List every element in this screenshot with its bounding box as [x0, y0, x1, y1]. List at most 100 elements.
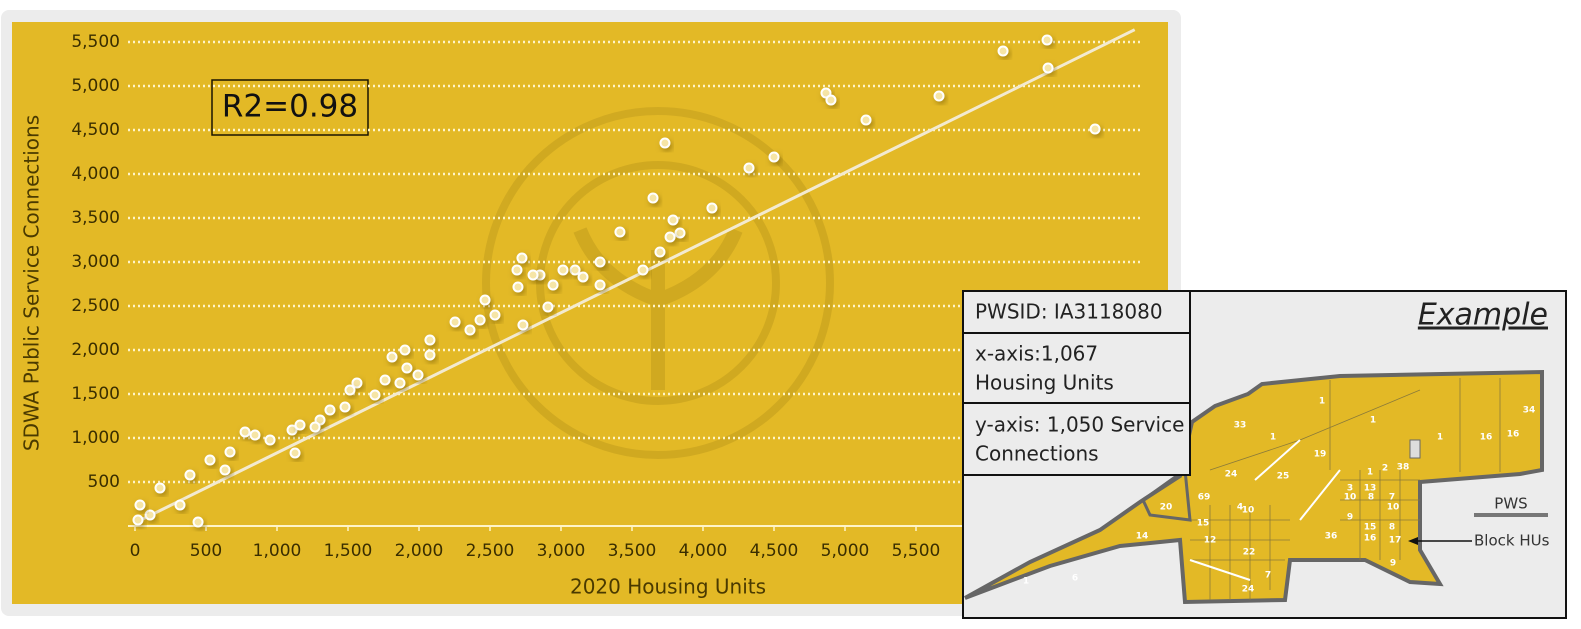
scatter-point: [464, 324, 476, 336]
arrow-head: [1408, 537, 1418, 545]
x-tick-label: 5,500: [892, 541, 941, 561]
x-note: Housing Units: [975, 371, 1114, 395]
map-label: 19: [1314, 450, 1327, 460]
scatter-point: [516, 252, 528, 264]
map-label: 16: [1364, 534, 1377, 544]
map-label: 7: [1389, 493, 1395, 503]
parcel-outline: [1141, 467, 1192, 522]
scatter-point: [249, 429, 261, 441]
map-label: 14: [1136, 532, 1149, 542]
map-label: 69: [1198, 493, 1211, 503]
scatter-point: [219, 464, 231, 476]
scatter-point: [379, 374, 391, 386]
x-tick-label: 1,500: [324, 541, 373, 561]
map-label: 6: [1072, 574, 1078, 584]
pwsid: PWSID: IA3118080: [975, 300, 1163, 324]
x-tick-label: 0: [130, 541, 141, 561]
scatter-point: [144, 509, 156, 521]
scatter-point: [825, 94, 837, 106]
scatter-point: [474, 314, 486, 326]
x-note-box: [962, 332, 1191, 404]
map-label: 10: [1242, 506, 1255, 516]
scatter-point: [401, 362, 413, 374]
scatter-point: [674, 227, 686, 239]
scatter-point: [594, 256, 606, 268]
watermark-seal: [482, 107, 834, 459]
scatter-point: [489, 309, 501, 321]
scatter-point: [132, 514, 144, 526]
pws-legend: PWS: [1494, 495, 1527, 513]
map-label: 25: [1277, 472, 1290, 482]
scatter-point: [174, 499, 186, 511]
map-label: 1: [1367, 468, 1373, 478]
scatter-point: [154, 482, 166, 494]
scatter-point: [743, 162, 755, 174]
map-label: 8: [1389, 523, 1395, 533]
scatter-point: [594, 279, 606, 291]
scatter-point: [647, 192, 659, 204]
scatter-point: [860, 114, 872, 126]
x-axis-title: 2020 Housing Units: [570, 575, 766, 599]
map-label: 3: [1347, 484, 1353, 494]
x-tick-label: 500: [190, 541, 222, 561]
y-tick-label: 4,500: [71, 120, 120, 140]
scatter-point: [192, 516, 204, 528]
scatter-point: [1042, 62, 1054, 74]
scatter-point: [351, 377, 363, 389]
scatter-point: [344, 384, 356, 396]
y-tick-label: 5,000: [71, 76, 120, 96]
x-tick-label: 3,000: [537, 541, 586, 561]
scatter-point: [394, 377, 406, 389]
scatter-point: [511, 264, 523, 276]
block-lines: [1190, 378, 1501, 600]
map-label: 15: [1364, 523, 1377, 533]
map-label: 1: [1437, 433, 1443, 443]
map-label: 12: [1204, 536, 1217, 546]
scatter-point: [614, 226, 626, 238]
scatter-point: [314, 414, 326, 426]
scatter-point: [324, 404, 336, 416]
scatter-point: [933, 90, 945, 102]
map-label: 34: [1523, 406, 1536, 416]
y-note-box: [962, 402, 1191, 476]
map-label: 24: [1225, 470, 1238, 480]
y-note: Connections: [975, 442, 1099, 466]
scatter-point: [659, 137, 671, 149]
y-tick-label: 5,500: [71, 32, 120, 52]
map-label: 38: [1397, 463, 1410, 473]
x-tick-label: 1,000: [253, 541, 302, 561]
scatter-point: [289, 447, 301, 459]
y-tick-label: 4,000: [71, 164, 120, 184]
map-label: 36: [1325, 532, 1338, 542]
y-tick-label: 3,000: [71, 252, 120, 272]
scatter-point: [479, 294, 491, 306]
x-tick-label: 5,000: [821, 541, 870, 561]
map-label: 17: [1389, 536, 1402, 546]
trendline: [134, 28, 1136, 525]
scatter-point: [542, 301, 554, 313]
scatter-point: [412, 369, 424, 381]
scatter-point: [517, 319, 529, 331]
scatter-point: [664, 231, 676, 243]
scatter-point: [224, 446, 236, 458]
scatter-point: [424, 349, 436, 361]
scatter-point: [449, 316, 461, 328]
scatter-point: [239, 426, 251, 438]
y-tick-label: 1,500: [71, 384, 120, 404]
y-note: y-axis: 1,050 Service: [975, 413, 1184, 437]
map-label: 10: [1387, 503, 1400, 513]
roads: [1189, 439, 1341, 581]
map-label: 4: [1237, 503, 1243, 513]
scatter-point: [134, 499, 146, 511]
scatter-point: [706, 202, 718, 214]
annotation-box: [211, 79, 369, 136]
map-label: 22: [1243, 548, 1256, 558]
scatter-point: [512, 281, 524, 293]
y-tick-label: 3,500: [71, 208, 120, 228]
x-note: x-axis:1,067: [975, 342, 1098, 366]
r2-annotation: R2=0.98: [222, 89, 358, 125]
scatter-point: [424, 334, 436, 346]
scatter-point: [294, 419, 306, 431]
scatter-point: [204, 454, 216, 466]
